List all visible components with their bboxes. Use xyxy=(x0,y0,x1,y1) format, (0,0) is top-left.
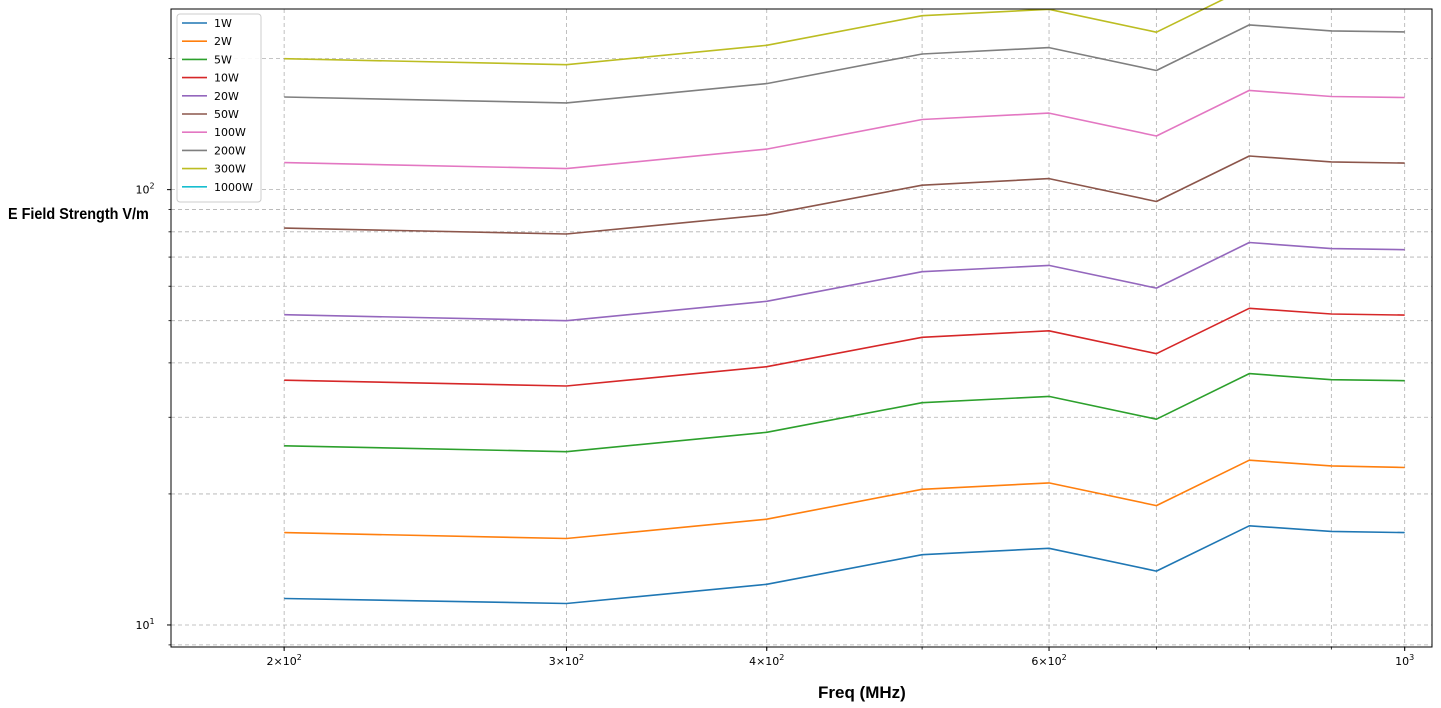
series-line-1W xyxy=(284,524,1405,605)
x-tick-label: 3×102 xyxy=(549,653,584,668)
y-tick-label: 101 xyxy=(135,617,154,632)
grid-lines xyxy=(171,9,1432,647)
legend: 1W 2W 5W 10W 20W 50W 100W 200W 300W 1000W xyxy=(176,13,262,203)
series-line-20W xyxy=(284,241,1405,322)
legend-box xyxy=(176,13,262,203)
legend-label: 5W xyxy=(214,53,232,66)
legend-label: 50W xyxy=(214,108,239,121)
x-tick-label: 2×102 xyxy=(266,653,301,668)
legend-label: 1000W xyxy=(214,181,253,194)
x-tick-label: 6×102 xyxy=(1031,653,1066,668)
legend-label: 100W xyxy=(214,126,246,139)
series-line-10W xyxy=(284,307,1405,387)
series-line-2W xyxy=(284,459,1405,540)
y-axis-label: E Field Strength V/m xyxy=(8,206,149,223)
series-line-300W xyxy=(284,0,1224,66)
series-line-5W xyxy=(284,372,1405,453)
series-line-50W xyxy=(284,155,1405,235)
legend-label: 300W xyxy=(214,163,246,176)
legend-label: 10W xyxy=(214,72,239,85)
series-line-200W xyxy=(284,24,1405,104)
x-tick-label: 103 xyxy=(1395,653,1414,668)
series-line-100W xyxy=(284,89,1405,170)
legend-label: 200W xyxy=(214,144,246,157)
y-tick-label: 102 xyxy=(135,182,154,197)
plot-frame xyxy=(170,8,1433,648)
legend-label: 20W xyxy=(214,90,239,103)
x-axis-label: Freq (MHz) xyxy=(818,683,906,702)
axis-ticks: 2×102 3×102 4×102 6×102 103 101 102 xyxy=(135,58,1414,668)
series-lines xyxy=(284,0,1405,605)
x-tick-label: 4×102 xyxy=(749,653,784,668)
legend-label: 1W xyxy=(214,17,232,30)
legend-label: 2W xyxy=(214,35,232,48)
